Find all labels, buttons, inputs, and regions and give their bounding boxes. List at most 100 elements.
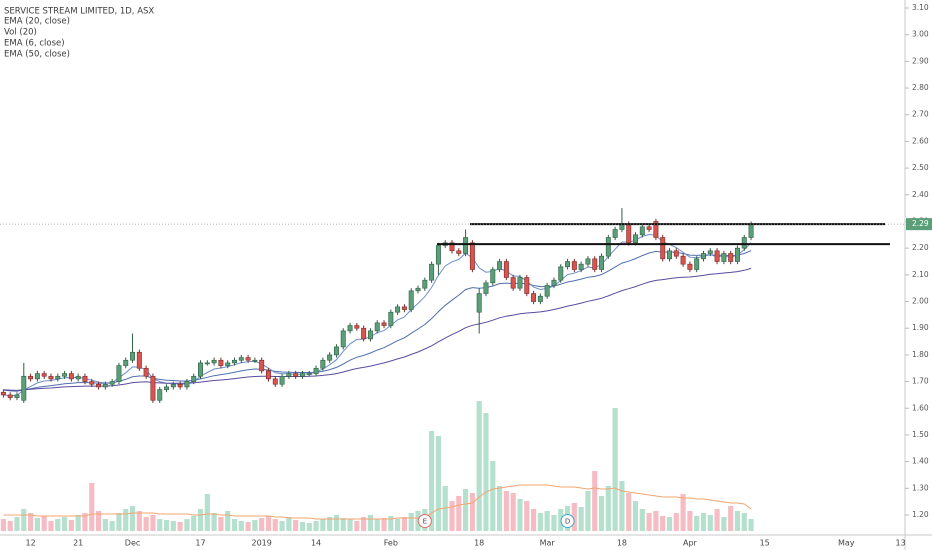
candle-body (170, 383, 176, 388)
volume-bar (252, 520, 258, 531)
volume-bar (313, 521, 319, 531)
legend-entry: EMA (20, close) (4, 17, 70, 27)
y-tick-label: 1.60 (912, 403, 929, 412)
y-tick-label: 2.80 (912, 83, 929, 92)
volume-bar (68, 520, 74, 531)
volume-bar (592, 471, 598, 531)
y-tick-label: 2.50 (912, 163, 929, 172)
candle-body (177, 383, 183, 388)
candle-body (123, 359, 129, 366)
x-tick-label: 18 (474, 539, 484, 548)
volume-bar (95, 511, 102, 531)
candle-body (191, 375, 197, 382)
volume-bar (666, 517, 673, 531)
volume-bar (89, 483, 95, 531)
volume-bar (449, 501, 455, 531)
candle-body (544, 285, 550, 297)
volume-bar (408, 513, 414, 531)
x-tick-label: May (838, 539, 855, 548)
volume-bar (483, 413, 489, 531)
volume-bar (143, 517, 149, 531)
candle-body (14, 394, 20, 398)
y-tick-label: 1.70 (912, 377, 929, 386)
candle-body (28, 375, 34, 380)
volume-bar (7, 521, 13, 531)
candle-body (435, 245, 441, 265)
candle-body (429, 263, 435, 281)
volume-bar (741, 513, 747, 531)
volume-bar (476, 401, 482, 531)
candle-body (157, 389, 163, 401)
volume-bar (34, 518, 40, 531)
candle-body (116, 365, 122, 382)
candle-body (374, 322, 380, 332)
candle-body (55, 375, 61, 380)
candle-body (463, 237, 469, 254)
candle-body (667, 250, 672, 260)
candle-body (599, 255, 605, 270)
volume-bar (660, 516, 666, 531)
y-tick-label: 2.00 (912, 297, 929, 306)
candle-body (198, 362, 203, 377)
volume-bar (218, 517, 224, 531)
volume-bar (0, 519, 6, 531)
x-tick-label: 21 (73, 539, 83, 548)
volume-bar (286, 517, 292, 531)
candle-body (639, 226, 645, 236)
candle-body (565, 261, 571, 268)
candle-body (571, 261, 577, 270)
legend-entry: EMA (50, close) (4, 50, 70, 60)
x-tick-label: 18 (617, 539, 627, 548)
volume-bar (700, 513, 707, 531)
candle-body (551, 279, 557, 286)
x-tick-label: 2019 (252, 539, 272, 548)
indicator-line (3, 250, 752, 392)
volume-bar (75, 515, 81, 531)
candle-body (164, 386, 170, 390)
candle-body (266, 370, 271, 380)
volume-bar (306, 523, 312, 531)
volume-bar (721, 517, 727, 531)
candle-body (660, 237, 666, 260)
candle-body (68, 373, 74, 380)
candle-body (89, 381, 95, 385)
x-tick-label: Apr (683, 539, 698, 548)
event-label: D (565, 518, 570, 526)
candle-body (728, 253, 734, 262)
volume-bar (279, 521, 285, 531)
candle-body (204, 362, 210, 365)
volume-bar (707, 515, 713, 531)
candle-body (687, 263, 693, 270)
candle-body (449, 242, 455, 252)
event-label: E (423, 518, 427, 526)
x-tick-label: 13 (896, 539, 906, 548)
candle-body (96, 383, 102, 388)
volume-bar (646, 513, 652, 531)
volume-bar (728, 506, 734, 531)
volume-bar (238, 521, 244, 531)
volume-bar (429, 431, 435, 531)
candle-body (232, 359, 237, 364)
candle-body (646, 226, 652, 230)
volume-bar (469, 493, 475, 531)
candle-body (653, 221, 659, 238)
volume-bar (327, 517, 333, 531)
volume-bar (680, 494, 686, 531)
volume-bar (41, 516, 47, 531)
volume-bar (524, 501, 530, 531)
candle-body (415, 287, 421, 292)
candle-body (82, 375, 88, 382)
candle-body (456, 250, 462, 254)
candle-body (150, 375, 156, 401)
candle-body (259, 359, 265, 372)
candle-body (734, 247, 740, 262)
volume-bar (598, 496, 605, 531)
volume-bar (585, 491, 591, 531)
y-tick-label: 2.60 (912, 136, 929, 145)
volume-bar (490, 461, 496, 531)
candle-body (225, 362, 231, 366)
volume-bar (517, 499, 523, 531)
volume-bar (150, 515, 156, 531)
candle-body (483, 282, 489, 294)
candle-body (7, 394, 13, 398)
